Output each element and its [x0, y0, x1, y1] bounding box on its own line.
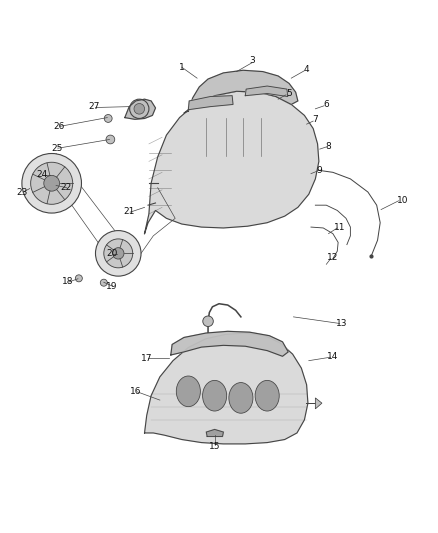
Text: 25: 25 [51, 144, 63, 153]
Ellipse shape [229, 383, 253, 413]
Text: 12: 12 [327, 253, 339, 262]
Circle shape [44, 175, 60, 191]
Text: 8: 8 [325, 142, 332, 150]
Polygon shape [315, 398, 322, 409]
Text: 1: 1 [179, 63, 185, 72]
Polygon shape [145, 91, 319, 233]
Text: 21: 21 [124, 207, 135, 216]
Circle shape [75, 275, 82, 282]
Polygon shape [145, 333, 308, 444]
Polygon shape [125, 99, 155, 119]
Ellipse shape [202, 381, 227, 411]
Circle shape [100, 279, 107, 286]
Circle shape [95, 231, 141, 276]
Polygon shape [206, 430, 223, 437]
Text: 20: 20 [106, 249, 117, 258]
Text: 18: 18 [62, 277, 74, 286]
Text: 23: 23 [16, 188, 28, 197]
Circle shape [203, 316, 213, 327]
Text: 16: 16 [130, 387, 141, 396]
Circle shape [113, 248, 124, 259]
Polygon shape [184, 70, 298, 113]
Ellipse shape [255, 381, 279, 411]
Text: 15: 15 [209, 441, 220, 450]
Text: 7: 7 [312, 115, 318, 124]
Text: 6: 6 [323, 100, 329, 109]
Circle shape [106, 135, 115, 144]
Text: 4: 4 [304, 65, 309, 74]
Text: 17: 17 [141, 354, 152, 363]
Text: 11: 11 [334, 223, 345, 231]
Text: 19: 19 [106, 282, 117, 290]
Text: 9: 9 [317, 166, 323, 175]
Text: 14: 14 [327, 352, 339, 361]
Text: 27: 27 [88, 102, 100, 111]
Text: 24: 24 [36, 170, 47, 179]
Text: 26: 26 [53, 122, 65, 131]
Text: 5: 5 [286, 89, 292, 98]
Text: 22: 22 [60, 183, 71, 192]
Polygon shape [245, 86, 288, 96]
Circle shape [22, 154, 81, 213]
Circle shape [134, 103, 145, 114]
Circle shape [104, 239, 133, 268]
Polygon shape [171, 332, 288, 356]
Text: 3: 3 [249, 56, 255, 65]
Ellipse shape [176, 376, 200, 407]
Circle shape [31, 162, 73, 204]
Text: 10: 10 [397, 196, 409, 205]
Text: 13: 13 [336, 319, 347, 328]
Circle shape [104, 115, 112, 123]
Polygon shape [188, 96, 233, 110]
